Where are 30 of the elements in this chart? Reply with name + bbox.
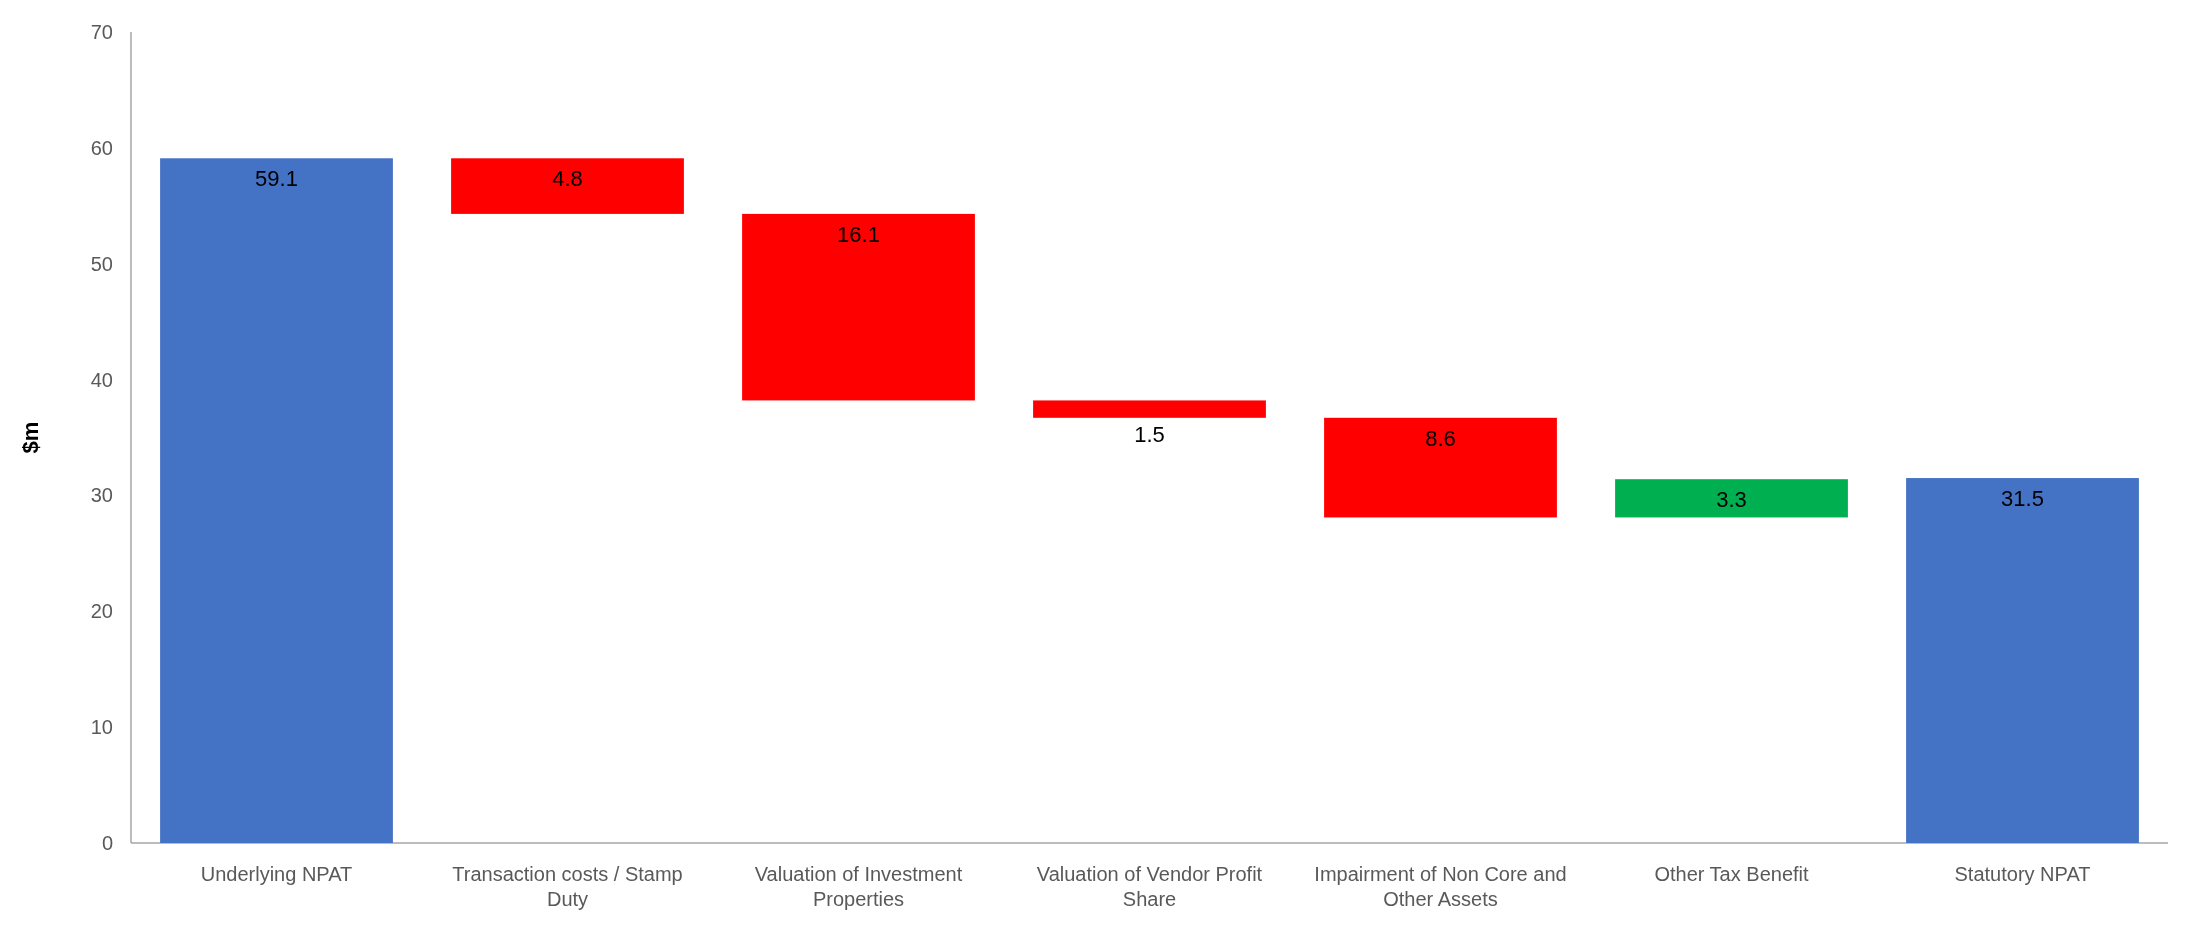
- data-label: 1.5: [1134, 421, 1165, 447]
- y-tick-label: 50: [90, 252, 113, 275]
- x-tick-label: Impairment of Non Core and Other Assets: [1314, 863, 1567, 910]
- x-tick-label: Other Tax Benefit: [1654, 863, 1810, 885]
- data-label: 4.8: [552, 166, 583, 192]
- y-axis-title: $m: [18, 421, 43, 454]
- x-tick-label: Transaction costs / Stamp Duty: [452, 863, 683, 910]
- x-tick-label: Valuation of Investment Properties: [754, 863, 963, 910]
- x-tick-label: Valuation of Vendor Profit Share: [1036, 863, 1263, 910]
- bar: [1906, 478, 2139, 843]
- bar: [160, 158, 393, 843]
- data-label: 59.1: [255, 166, 298, 192]
- x-tick-label: Statutory NPAT: [1954, 863, 2091, 885]
- y-tick-label: 60: [90, 136, 113, 159]
- bar: [1324, 417, 1557, 518]
- bar: [1615, 479, 1848, 518]
- data-label: 31.5: [2001, 486, 2044, 512]
- y-tick-label: 30: [90, 484, 113, 507]
- y-tick-label: 10: [90, 716, 113, 739]
- x-tick-label: Underlying NPAT: [200, 863, 353, 885]
- y-tick-label: 70: [90, 21, 113, 43]
- data-label: 8.6: [1425, 425, 1456, 451]
- y-tick-label: 20: [90, 600, 113, 623]
- bar: [451, 158, 684, 214]
- data-label: 16.1: [837, 221, 880, 247]
- bar: [742, 213, 975, 401]
- y-tick-label: 40: [90, 368, 113, 391]
- y-tick-label: 0: [101, 832, 113, 854]
- data-label: 3.3: [1716, 487, 1747, 513]
- bar: [1033, 400, 1266, 418]
